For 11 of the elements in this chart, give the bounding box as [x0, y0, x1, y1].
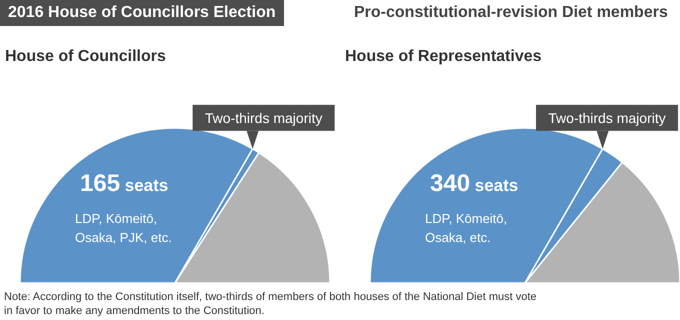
chart-title: House of Representatives — [345, 48, 542, 66]
text: 2016 House of Councillors Election — [0, 0, 284, 26]
text: 340 seats — [430, 170, 518, 197]
text: 165 seats — [80, 170, 168, 197]
text: Pro-constitutional-revision Diet members — [353, 3, 669, 23]
text: Note: According to the Constitution itself, two-thirds of members of both houses of the National Diet must vote in favor to make any amendments to the Constitution. — [4, 290, 538, 318]
slice-label: LDP, Kōmeitō, Osaka, etc. — [425, 211, 508, 245]
chart-title: House of Councillors — [5, 48, 166, 66]
text: Two-thirds majority — [204, 110, 322, 126]
slice-label: LDP, Kōmeitō, Osaka, PJK, etc. — [75, 211, 172, 245]
text: Two-thirds majority — [548, 110, 666, 126]
